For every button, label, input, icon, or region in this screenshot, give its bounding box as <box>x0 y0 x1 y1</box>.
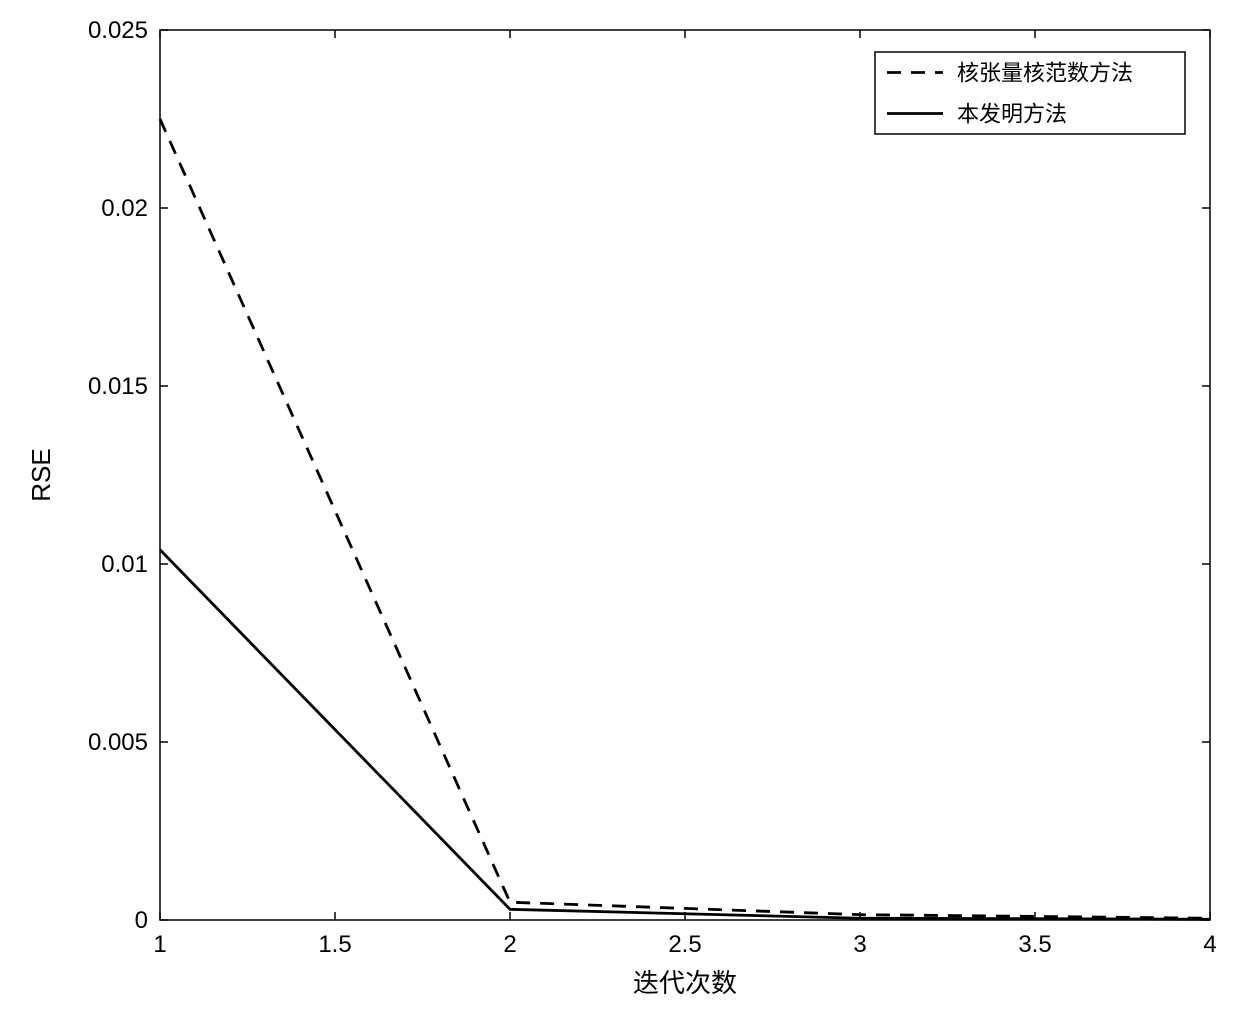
x-tick-label: 4 <box>1203 931 1216 958</box>
x-tick-label: 2 <box>503 931 516 958</box>
x-tick-label: 1 <box>153 931 166 958</box>
chart-container: 1 1.5 2 2.5 3 3.5 4 0 0.005 0.01 0.015 0.02 0.025 迭代次… <box>0 0 1240 1028</box>
x-axis-label: 迭代次数 <box>633 968 737 998</box>
x-tick-label: 3.5 <box>1018 931 1051 958</box>
y-tick-label: 0.02 <box>101 195 148 222</box>
x-tick-label: 3 <box>853 931 866 958</box>
x-tick-label: 2.5 <box>668 931 701 958</box>
legend-label-0: 核张量核范数方法 <box>957 61 1133 86</box>
y-tick-label: 0.005 <box>88 729 148 756</box>
legend-label-1: 本发明方法 <box>957 102 1067 127</box>
y-tick-label: 0.015 <box>88 373 148 400</box>
y-tick-label: 0.025 <box>88 17 148 44</box>
y-tick-label: 0.01 <box>101 551 148 578</box>
y-tick-label: 0 <box>135 907 148 934</box>
line-chart: 1 1.5 2 2.5 3 3.5 4 0 0.005 0.01 0.015 0.02 0.025 迭代次… <box>0 0 1240 1028</box>
y-axis-label: RSE <box>26 448 56 501</box>
x-tick-label: 1.5 <box>318 931 351 958</box>
